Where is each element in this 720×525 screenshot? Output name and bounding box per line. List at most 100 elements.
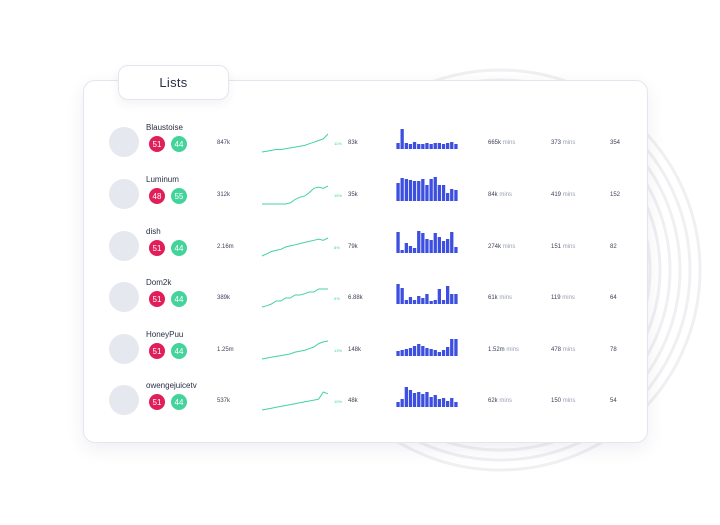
list-row[interactable]: dish 51 44 2.16m 8% 79k 274k mins 151 mi… [84,227,647,271]
avatar[interactable] [109,127,139,157]
growth-percent: 13% [334,348,343,353]
activity-bar [454,144,458,149]
growth-sparkline [261,340,329,360]
growth-value: 48k [348,398,358,404]
followers-value: 1.25m [217,347,234,353]
streamer-name[interactable]: Luminum [146,175,179,184]
green-badge: 44 [171,394,187,410]
growth-sparkline [261,237,329,257]
activity-bar [454,247,458,253]
activity-bar [404,243,408,253]
activity-bar [441,398,446,407]
activity-bar [417,296,421,304]
activity-bar [425,185,429,201]
activity-bar [454,339,458,356]
streamer-name[interactable]: Blaustoise [146,123,183,132]
followers-value: 537k [217,398,231,404]
sparkline-path [261,340,329,360]
activity-bar [450,142,454,149]
activity-bar [429,301,433,304]
activity-bar [437,399,441,407]
followers-value: 2.16m [217,244,234,250]
activity-bar [417,344,421,356]
activity-bar [429,144,433,149]
count-value: 78 [610,347,617,353]
avatar[interactable] [109,231,139,261]
green-badge: 44 [171,343,187,359]
activity-bar [404,143,408,149]
activity-bar [400,178,404,201]
streamer-name[interactable]: Dom2k [146,278,172,287]
followers-value: 389k [217,295,231,301]
list-row[interactable]: Dom2k 51 44 389k 9% 6.88k 61k mins 119 m… [84,278,647,322]
lists-card: Blaustoise 51 44 847k 11% 83k 665k mins … [83,80,648,443]
activity-bar [412,142,417,149]
growth-percent: 15% [334,193,343,198]
red-badge: 51 [149,240,165,256]
list-row[interactable]: Luminum 48 55 312k 15% 35k 84k mins 419 … [84,175,647,219]
activity-bar [408,297,413,304]
activity-bar [400,129,404,149]
growth-percent: 8% [334,245,340,250]
activity-bar [446,193,450,201]
activity-bar [421,298,425,304]
growth-value: 6.88k [348,295,363,301]
avatar[interactable] [109,334,139,364]
green-badge: 55 [171,188,187,204]
activity-bar [433,350,437,356]
sparkline-path [261,237,329,257]
activity-bar-chart [396,231,458,253]
activity-bar [446,347,450,356]
activity-bar [450,398,454,407]
list-row[interactable]: owengejuicetv 51 44 537k 10% 48k 62k min… [84,381,647,425]
growth-sparkline [262,185,329,205]
followers-value: 312k [217,192,231,198]
activity-bar [441,185,446,201]
count-value: 152 [610,192,621,198]
activity-bar [446,286,450,304]
activity-bar [396,351,400,356]
avatar[interactable] [109,385,139,415]
activity-bar [400,250,404,253]
growth-percent: 11% [334,141,342,146]
stream-time-value: 373 mins [551,140,576,146]
lists-tab[interactable]: Lists [118,65,229,100]
growth-value: 35k [348,192,358,198]
activity-bar [404,179,408,201]
activity-bar [450,294,454,304]
activity-bar [404,349,408,356]
activity-bar [412,181,417,201]
green-badge: 44 [171,291,187,307]
list-row[interactable]: HoneyPuu 51 44 1.25m 13% 148k 1.52m mins… [84,330,647,374]
activity-bar [433,300,437,304]
activity-bar [429,240,433,253]
watch-time-value: 1.52m mins [488,347,520,353]
activity-bar [425,348,429,356]
activity-bar [454,402,458,407]
list-row[interactable]: Blaustoise 51 44 847k 11% 83k 665k mins … [84,123,647,167]
activity-bar [408,348,413,356]
activity-bar [396,183,400,201]
growth-value: 79k [348,244,358,250]
count-value: 64 [610,295,617,301]
activity-bar [408,390,413,407]
stream-time-value: 119 mins [551,295,575,301]
growth-sparkline [261,133,329,153]
activity-bar [417,144,421,149]
growth-value: 83k [348,140,358,146]
activity-bar [441,241,446,253]
avatar[interactable] [109,282,139,312]
activity-bar [412,346,417,356]
streamer-name[interactable]: dish [146,227,161,236]
activity-bar [433,177,437,201]
avatar[interactable] [109,179,139,209]
watch-time-value: 61k mins [488,295,513,301]
streamer-name[interactable]: owengejuicetv [146,381,197,390]
activity-bar [446,143,450,149]
activity-bar [421,346,425,356]
followers-value: 847k [217,140,231,146]
activity-bar [421,394,425,407]
activity-bar [433,233,437,253]
activity-bar [433,143,437,149]
streamer-name[interactable]: HoneyPuu [146,330,184,339]
